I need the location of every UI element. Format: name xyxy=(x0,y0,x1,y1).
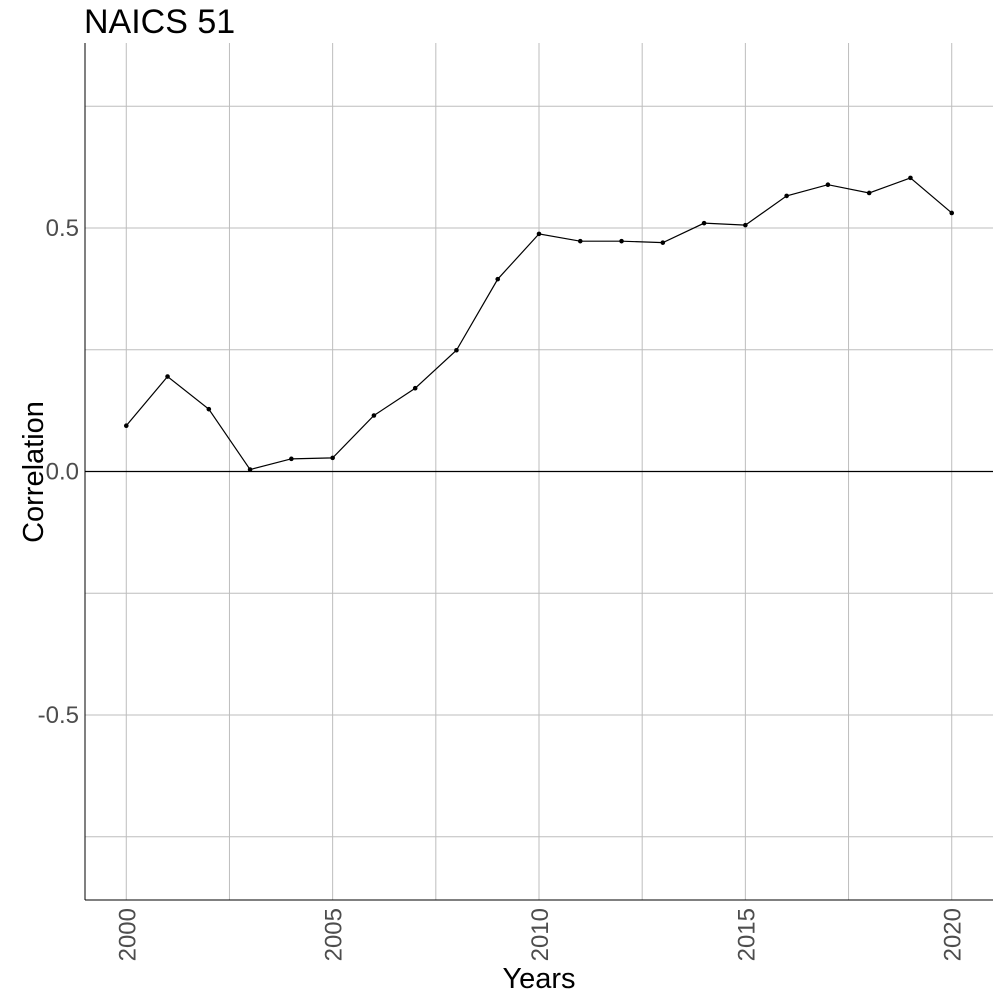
series-layer xyxy=(123,175,955,472)
data-point-2019 xyxy=(908,175,913,181)
data-point-2010 xyxy=(536,231,542,237)
data-point-2013 xyxy=(660,240,666,245)
x-axis-title: Years xyxy=(502,963,575,995)
data-point-2006 xyxy=(371,413,377,418)
y-tick-label-0.5: 0.5 xyxy=(46,215,79,242)
x-tick-labels: 2000 2005 2010 2015 2020 xyxy=(114,908,966,961)
x-tick-label-2010: 2010 xyxy=(527,908,554,961)
y-tick-label--0.5: -0.5 xyxy=(38,702,79,729)
data-point-2001 xyxy=(165,374,170,379)
y-axis-title: Correlation xyxy=(18,401,50,543)
data-point-2002 xyxy=(206,406,212,412)
x-tick-label-2020: 2020 xyxy=(940,908,967,961)
data-point-2014 xyxy=(701,220,707,226)
data-point-2011 xyxy=(577,238,583,244)
data-point-2012 xyxy=(619,238,624,244)
data-point-2003 xyxy=(247,467,253,472)
x-tick-label-2005: 2005 xyxy=(321,908,348,961)
data-point-2008 xyxy=(454,347,459,353)
data-point-2000 xyxy=(123,423,129,429)
data-point-2020 xyxy=(949,210,955,216)
data-point-2005 xyxy=(330,455,335,461)
x-tick-label-2015: 2015 xyxy=(733,908,760,961)
chart-title: NAICS 51 xyxy=(84,3,235,41)
y-tick-label-0.0: 0.0 xyxy=(46,459,79,486)
y-tick-labels: -0.5 0.0 0.5 xyxy=(38,215,79,729)
data-point-2007 xyxy=(412,385,418,391)
data-point-2017 xyxy=(825,182,831,187)
data-point-2004 xyxy=(289,456,294,462)
data-point-2015 xyxy=(743,222,748,228)
x-tick-label-2000: 2000 xyxy=(114,908,141,961)
data-point-2016 xyxy=(784,193,789,199)
data-point-2018 xyxy=(866,190,872,196)
data-point-2009 xyxy=(495,276,501,282)
